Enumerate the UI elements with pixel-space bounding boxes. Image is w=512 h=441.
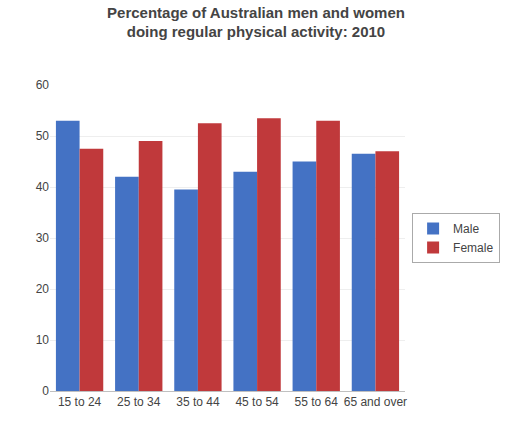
svg-text:65 and over: 65 and over [344,395,407,409]
svg-text:30: 30 [36,231,50,245]
svg-text:Male: Male [453,222,479,236]
svg-text:15 to 24: 15 to 24 [58,395,102,409]
svg-text:10: 10 [36,333,50,347]
svg-text:0: 0 [42,384,49,398]
svg-text:Percentage of Australian men a: Percentage of Australian men and womendo… [107,4,405,41]
svg-text:25 to 34: 25 to 34 [117,395,161,409]
svg-text:45 to 54: 45 to 54 [235,395,279,409]
svg-text:55 to 64: 55 to 64 [295,395,339,409]
svg-text:50: 50 [36,129,50,143]
svg-text:40: 40 [36,180,50,194]
svg-text:35 to 44: 35 to 44 [176,395,220,409]
svg-text:20: 20 [36,282,50,296]
svg-text:60: 60 [36,78,50,92]
svg-text:Female: Female [453,241,493,255]
